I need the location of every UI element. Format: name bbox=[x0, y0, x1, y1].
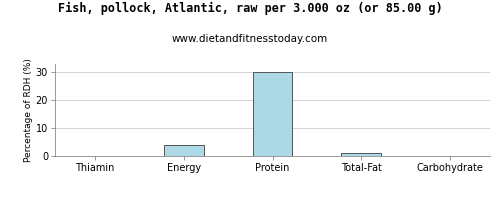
Y-axis label: Percentage of RDH (%): Percentage of RDH (%) bbox=[24, 58, 33, 162]
Bar bbox=[342, 153, 382, 156]
Bar bbox=[252, 72, 292, 156]
Text: www.dietandfitnesstoday.com: www.dietandfitnesstoday.com bbox=[172, 34, 328, 44]
Bar bbox=[164, 145, 203, 156]
Text: Fish, pollock, Atlantic, raw per 3.000 oz (or 85.00 g): Fish, pollock, Atlantic, raw per 3.000 o… bbox=[58, 2, 442, 15]
